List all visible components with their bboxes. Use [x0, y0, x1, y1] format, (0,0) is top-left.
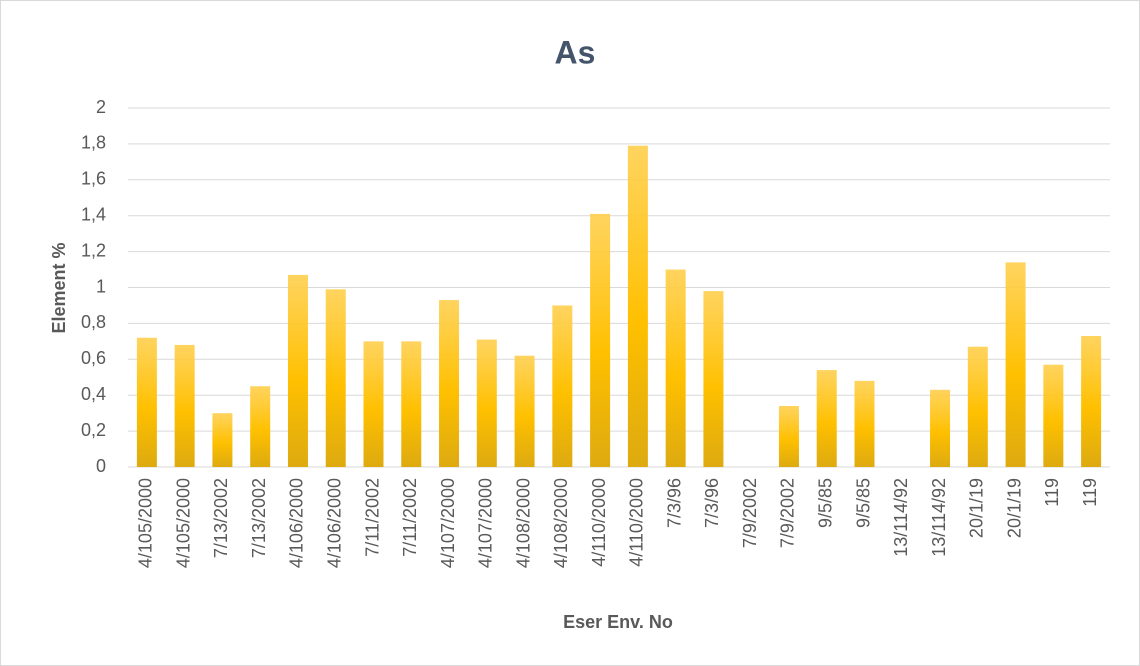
- y-tick-label: 0,6: [81, 348, 106, 368]
- bar: [401, 341, 422, 467]
- y-axis-title: Element %: [49, 242, 69, 333]
- bar: [816, 370, 837, 467]
- bar: [325, 289, 346, 467]
- x-tick-label: 4/108/2000: [513, 478, 533, 568]
- bar: [174, 344, 195, 467]
- x-tick-label: 4/110/2000: [589, 478, 609, 567]
- y-tick-label: 0,4: [81, 384, 106, 404]
- x-tick-label: 4/107/2000: [438, 478, 458, 568]
- x-tick-label: 20/1/19: [1004, 478, 1024, 538]
- y-tick-label: 1,2: [81, 240, 106, 260]
- bar: [665, 269, 686, 467]
- x-tick-label: 7/9/2002: [740, 478, 760, 548]
- chart-title: As: [555, 34, 596, 70]
- x-tick-label: 13/114/92: [929, 478, 949, 557]
- x-tick-label: 119: [1042, 478, 1062, 507]
- x-tick-label: 119: [1080, 478, 1100, 507]
- y-tick-label: 0,2: [81, 420, 106, 440]
- y-tick-label: 1: [96, 276, 106, 296]
- x-tick-label: 4/108/2000: [551, 478, 571, 568]
- bar: [287, 274, 308, 467]
- bar: [703, 291, 724, 467]
- y-tick-label: 0,8: [81, 312, 106, 332]
- x-axis-title: Eser Env. No: [563, 612, 673, 632]
- x-tick-label: 4/106/2000: [287, 478, 307, 568]
- bar: [363, 341, 384, 467]
- bar: [514, 355, 535, 467]
- bar: [212, 413, 233, 467]
- bar: [1081, 335, 1102, 467]
- bar: [590, 213, 611, 467]
- x-tick-label: 7/13/2002: [249, 478, 269, 558]
- x-tick-label: 20/1/19: [967, 478, 987, 538]
- bar: [1005, 262, 1026, 467]
- y-tick-label: 1,6: [81, 169, 106, 189]
- y-tick-label: 2: [96, 97, 106, 117]
- x-tick-label: 7/3/96: [664, 478, 684, 528]
- x-tick-label: 4/105/2000: [136, 478, 156, 568]
- y-tick-label: 0: [96, 456, 106, 476]
- x-tick-label: 7/3/96: [702, 478, 722, 528]
- bar: [627, 145, 648, 467]
- y-tick-label: 1,8: [81, 133, 106, 153]
- x-tick-label: 13/114/92: [891, 478, 911, 557]
- bar: [778, 405, 799, 467]
- x-tick-label: 7/11/2002: [400, 478, 420, 557]
- bar: [1043, 364, 1064, 467]
- bar: [930, 389, 951, 467]
- x-tick-label: 4/105/2000: [173, 478, 193, 568]
- x-tick-label: 7/13/2002: [211, 478, 231, 558]
- x-tick-label: 4/107/2000: [476, 478, 496, 568]
- bar: [476, 339, 497, 467]
- bar: [136, 337, 157, 467]
- x-tick-label: 7/11/2002: [362, 478, 382, 557]
- y-tick-label: 1,4: [81, 204, 106, 224]
- x-tick-label: 4/106/2000: [324, 478, 344, 568]
- bar: [439, 300, 460, 467]
- bar: [967, 346, 988, 467]
- x-tick-label: 4/110/2000: [627, 478, 647, 567]
- x-tick-label: 9/5/85: [815, 478, 835, 528]
- x-tick-label: 9/5/85: [853, 478, 873, 528]
- x-tick-label: 7/9/2002: [778, 478, 798, 548]
- bar: [250, 386, 271, 467]
- bar: [552, 305, 573, 467]
- bar: [854, 380, 875, 467]
